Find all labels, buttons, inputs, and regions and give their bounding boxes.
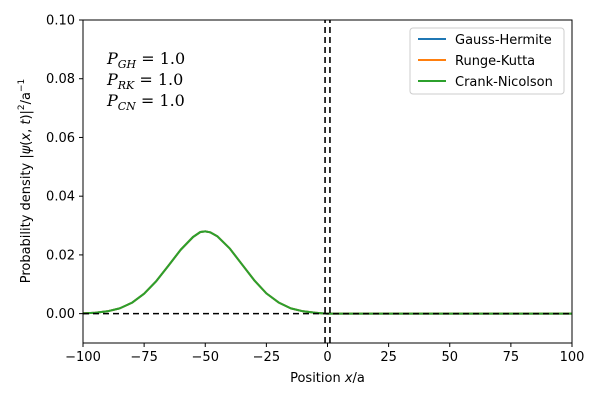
x-tick-label: −100 — [65, 350, 101, 365]
series-layer — [83, 230, 572, 315]
series-line-runge-kutta — [83, 230, 572, 315]
x-tick-label: −50 — [192, 350, 219, 365]
annotation-p-cn: PCN = 1.0 — [106, 91, 185, 113]
y-axis-ticks: 0.00 0.02 0.04 0.06 0.08 0.10 — [46, 14, 83, 322]
x-tick-label: −25 — [253, 350, 280, 365]
annotation-p-rk: PRK = 1.0 — [106, 70, 183, 92]
annotation-p-gh: PGH = 1.0 — [106, 49, 185, 71]
legend-label-crank-nicolson: Crank-Nicolson — [455, 75, 553, 90]
x-tick-label: −75 — [130, 350, 157, 365]
plot-frame — [82, 19, 573, 344]
y-tick-label: 0.04 — [46, 190, 75, 205]
x-tick-label: 0 — [323, 350, 331, 365]
plot-area — [83, 20, 572, 343]
y-tick-label: 0.08 — [46, 72, 75, 87]
y-tick-label: 0.02 — [46, 248, 75, 263]
legend-box — [409, 27, 565, 95]
x-tick-label: 25 — [380, 350, 397, 365]
x-axis-label: Position x/a — [290, 371, 365, 386]
x-tick-label: 75 — [503, 350, 520, 365]
x-tick-label: 100 — [560, 350, 585, 365]
legend-label-gauss-hermite: Gauss-Hermite — [455, 33, 552, 48]
barrier-layer — [83, 20, 572, 343]
y-tick-label: 0.00 — [46, 307, 75, 322]
y-tick-label: 0.10 — [46, 14, 75, 29]
legend: Gauss-Hermite Runge-Kutta Crank-Nicolson — [409, 27, 565, 95]
y-axis-label: Probability density |ψ(x, t)|2/a−1 — [17, 79, 34, 284]
series-line-gauss-hermite — [83, 230, 572, 315]
x-tick-label: 50 — [441, 350, 458, 365]
x-axis-ticks: −100 −75 −50 −25 0 25 50 75 100 — [65, 343, 584, 365]
y-tick-label: 0.06 — [46, 131, 75, 146]
series-line-crank-nicolson — [83, 230, 572, 315]
legend-label-runge-kutta: Runge-Kutta — [455, 54, 535, 69]
